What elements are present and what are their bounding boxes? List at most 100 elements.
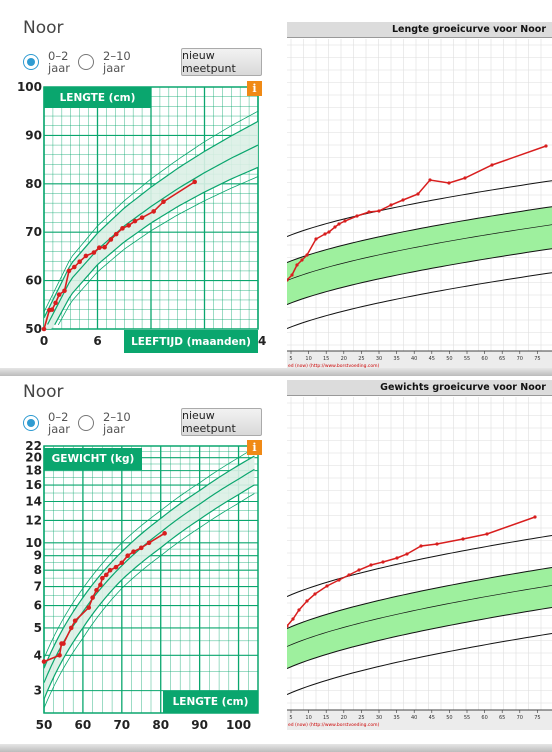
measurement-point — [132, 218, 138, 224]
measurement-line — [43, 181, 196, 330]
radio-0-2-label-range: 0–2 — [48, 49, 69, 63]
ref-measurement-point — [333, 225, 337, 229]
ref-curve — [287, 606, 552, 669]
measurement-point — [125, 553, 130, 559]
length-chart-svg: 506070809010006121824 — [17, 80, 266, 348]
length-reference-svg: 5 10 15 20 25 30 35 40 45 50 55 60 65 70 75 ed (now) (h… — [287, 39, 552, 368]
ref-x-tick-label: 20 — [341, 356, 347, 362]
ref-measurement-point — [323, 232, 327, 236]
measurement-point — [57, 652, 62, 658]
weight-panel: Noor 0–2 jaar 2–10 jaar nieuw meetpunt 3… — [0, 376, 552, 744]
measurement-point — [41, 659, 47, 664]
y-tick-label: 14 — [25, 494, 42, 508]
radio-2-10-years[interactable] — [78, 54, 94, 70]
measurement-point — [91, 250, 97, 255]
ref-measurement-point — [347, 573, 351, 577]
ref-measurement-point — [463, 176, 467, 180]
weight-reference-title: Gewichts groeicurve voor Noor — [287, 380, 552, 396]
radio-0-2-label-unit: jaar — [48, 422, 71, 436]
ref-measurement-point — [305, 599, 309, 603]
length-reference-title: Lengte groeicurve voor Noor — [287, 22, 552, 38]
measurement-point — [113, 564, 119, 570]
ref-x-tick-label: 55 — [464, 715, 470, 721]
ref-x-tick-label: 25 — [358, 356, 364, 362]
ref-axis-strip — [287, 351, 552, 368]
ref-x-tick-label: 15 — [323, 356, 329, 362]
ref-x-tick-label: 50 — [446, 356, 452, 362]
measurement-point — [161, 199, 166, 205]
info-icon[interactable]: i — [247, 440, 262, 455]
y-tick-label: 3 — [34, 684, 42, 698]
y-tick-label: 50 — [25, 322, 42, 336]
ref-x-tick-label: 60 — [481, 356, 487, 362]
y-tick-label: 16 — [25, 478, 42, 492]
measurement-point — [86, 605, 92, 610]
ref-green-band — [287, 206, 552, 305]
ref-green-band — [287, 567, 552, 669]
ref-x-tick-label: 75 — [534, 356, 540, 362]
radio-2-10-label: 2–10 jaar — [103, 411, 131, 435]
measurement-point — [102, 244, 107, 250]
y-tick-label: 80 — [25, 177, 42, 191]
reference-curve — [57, 176, 259, 326]
reference-curve — [43, 447, 255, 659]
info-icon[interactable]: i — [247, 81, 262, 96]
measurement-point — [119, 560, 125, 566]
radio-0-2-years[interactable] — [23, 54, 39, 70]
length-axis-badge: LENGTE (cm) — [44, 87, 151, 108]
child-name-title: Noor — [23, 382, 64, 402]
reference-curve — [43, 120, 259, 319]
ref-x-tick-label: 35 — [393, 715, 399, 721]
ref-measurement-point — [295, 263, 299, 267]
y-tick-label: 18 — [25, 464, 42, 478]
measurement-point — [108, 237, 114, 242]
radio-0-2-label-range: 0–2 — [48, 410, 69, 424]
radio-2-10-label-unit: jaar — [103, 422, 126, 436]
new-measurement-button[interactable]: nieuw meetpunt — [181, 48, 262, 76]
radio-0-2-label: 0–2 jaar — [48, 411, 70, 435]
new-measurement-button[interactable]: nieuw meetpunt — [181, 408, 262, 436]
ref-curve — [287, 206, 552, 263]
reference-curve — [43, 484, 255, 700]
radio-2-10-label: 2–10 jaar — [103, 50, 131, 74]
bottom-edge — [0, 744, 552, 752]
y-tick-label: 100 — [17, 80, 42, 94]
radio-0-2-years[interactable] — [23, 415, 39, 431]
ref-x-tick-label: 10 — [305, 356, 311, 362]
plot-frame — [43, 86, 259, 330]
measurement-point — [72, 264, 77, 270]
y-tick-label: 12 — [25, 513, 42, 527]
measurement-point — [192, 179, 197, 185]
radio-2-10-years[interactable] — [78, 415, 94, 431]
ref-curve — [287, 534, 552, 597]
ref-measurement-point — [401, 198, 405, 202]
ref-source-credit: ed (now) (http://www.borstvoeding.com) — [288, 722, 379, 728]
ref-measurement-point — [325, 584, 329, 588]
ref-measurement-point — [337, 222, 341, 226]
plot-frame — [43, 445, 259, 714]
measurement-point — [72, 618, 78, 624]
measurement-point — [77, 259, 82, 265]
ref-measurement-point — [544, 144, 548, 148]
ref-measurement-point — [485, 532, 489, 536]
ref-x-tick-label: 40 — [411, 356, 417, 362]
ref-measurement-point — [533, 515, 537, 519]
length-panel: Noor 0–2 jaar 2–10 jaar nieuw meetpunt 5… — [0, 0, 552, 368]
ref-measurement-point — [428, 178, 432, 182]
ref-measurement-point — [297, 608, 301, 612]
ref-measurement-point — [287, 278, 289, 282]
ref-measurement-point — [381, 560, 385, 564]
ref-x-tick-label: 70 — [517, 356, 523, 362]
ref-x-tick-label: 55 — [464, 356, 470, 362]
measurement-point — [138, 545, 144, 551]
length-reference-chart: Lengte groeicurve voor Noor 5 10 15 20 25 30 3… — [287, 22, 552, 368]
measurement-point — [68, 625, 74, 631]
ref-x-tick-label: 5 — [289, 356, 292, 362]
length-axis-badge: LENGTE (cm) — [163, 691, 258, 713]
measurement-point — [126, 223, 132, 228]
ref-measurement-point — [290, 273, 294, 277]
ref-curve — [287, 248, 552, 305]
ref-x-tick-label: 75 — [534, 715, 540, 721]
ref-x-tick-label: 30 — [376, 715, 382, 721]
